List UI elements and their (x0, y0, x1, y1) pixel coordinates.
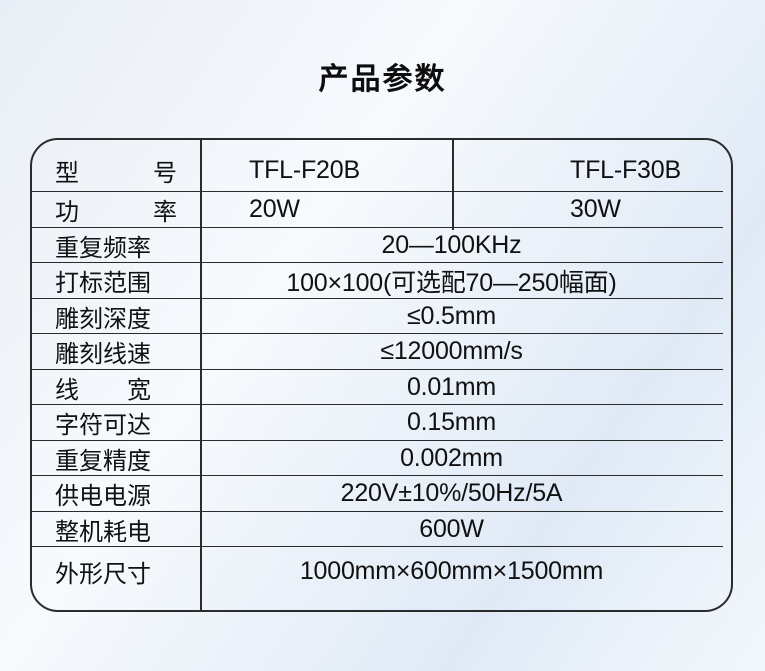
spec-label: 重复精度 (55, 447, 151, 475)
spec-value: 20—100KHz (381, 230, 522, 259)
table-row-marking-area: 打标范围 100×100(可选配70—250幅面) (32, 263, 723, 299)
column-divider-labels (200, 140, 202, 610)
table-row-engraving-speed: 雕刻线速 ≤12000mm/s (32, 334, 723, 370)
spec-label: 整机耗电 (55, 518, 151, 546)
spec-value: ≤0.5mm (407, 301, 496, 330)
spec-label-cell: 整机耗电 (32, 512, 200, 547)
spec-label-cell: 线 宽 (32, 370, 200, 405)
page-title: 产品参数 (318, 63, 447, 96)
table-row-engraving-depth: 雕刻深度 ≤0.5mm (32, 299, 723, 335)
column-divider-models (452, 140, 454, 230)
table-row-model: 型 号 TFL-F20B TFL-F30B (32, 140, 723, 193)
table-row-power-consumption: 整机耗电 600W (32, 512, 723, 548)
spec-label-cell: 重复精度 (32, 441, 200, 476)
spec-label: 重复频率 (55, 234, 151, 262)
spec-value: 220V±10%/50Hz/5A (340, 479, 563, 508)
spec-value-power-a: 20W (249, 195, 300, 224)
table-row-repeat-accuracy: 重复精度 0.002mm (32, 441, 723, 477)
spec-label: 功 率 (55, 199, 177, 227)
table-row-frequency: 重复频率 20—100KHz (32, 228, 723, 264)
spec-label: 雕刻线速 (55, 341, 151, 369)
table-row-power-supply: 供电电源 220V±10%/50Hz/5A (32, 476, 723, 512)
spec-label-cell: 重复频率 (32, 228, 200, 263)
spec-label: 供电电源 (55, 483, 151, 511)
spec-label: 雕刻深度 (55, 305, 151, 333)
spec-label: 打标范围 (55, 270, 151, 298)
spec-value: ≤12000mm/s (380, 337, 523, 366)
table-row-power: 功 率 20W 30W (32, 192, 723, 228)
spec-value: 0.01mm (406, 372, 497, 401)
spec-label-cell: 字符可达 (32, 405, 200, 440)
spec-value: 0.15mm (406, 408, 497, 437)
spec-value-model-b: TFL-F30B (570, 156, 681, 185)
spec-value-power-b: 30W (570, 195, 621, 224)
spec-label-cell: 外形尺寸 (32, 554, 200, 589)
spec-table: 型 号 TFL-F20B TFL-F30B 功 率 20W 30W 重复频率 2… (30, 138, 733, 612)
table-row-dimensions: 外形尺寸 1000mm×600mm×1500mm (32, 547, 723, 610)
spec-value: 100×100(可选配70—250幅面) (286, 268, 617, 297)
spec-label-cell: 雕刻线速 (32, 334, 200, 369)
spec-value: 600W (419, 514, 484, 543)
spec-value-model-a: TFL-F20B (249, 156, 360, 185)
spec-label: 外形尺寸 (55, 561, 151, 589)
spec-label: 型 号 (55, 160, 177, 188)
spec-label: 字符可达 (55, 412, 151, 440)
spec-label-cell: 打标范围 (32, 263, 200, 298)
table-row-line-width: 线 宽 0.01mm (32, 370, 723, 406)
spec-label-cell: 雕刻深度 (32, 299, 200, 334)
spec-value: 1000mm×600mm×1500mm (299, 557, 604, 586)
spec-value: 0.002mm (400, 443, 503, 472)
spec-label-cell: 型 号 (32, 153, 200, 188)
spec-table-grid: 型 号 TFL-F20B TFL-F30B 功 率 20W 30W 重复频率 2… (32, 140, 723, 610)
spec-label: 线 宽 (55, 376, 151, 404)
spec-label-cell: 功 率 (32, 192, 200, 227)
spec-label-cell: 供电电源 (32, 476, 200, 511)
table-row-min-character: 字符可达 0.15mm (32, 405, 723, 441)
